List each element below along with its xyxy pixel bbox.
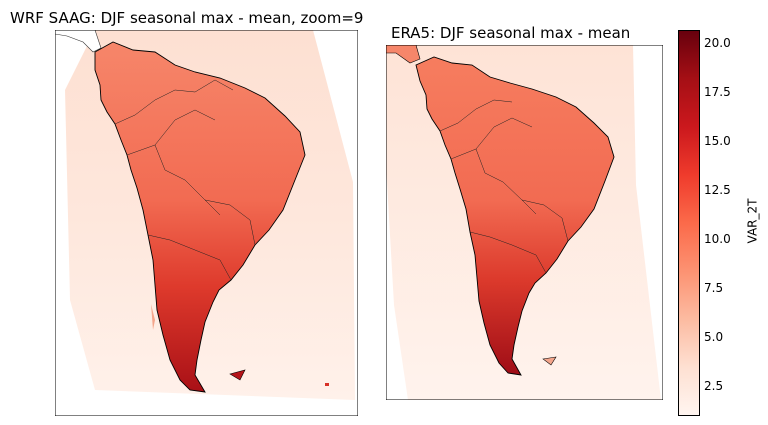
colorbar [678,30,700,416]
colorbar-tick-label: 20.0 [704,35,731,50]
colorbar-tick-label: 2.5 [704,378,724,393]
colorbar-tick-label: 12.5 [704,182,731,197]
colorbar-tick-label: 7.5 [704,280,724,295]
right-map-title: ERA5: DJF seasonal max - mean [391,24,631,42]
left-map [55,30,358,416]
left-map-title: WRF SAAG: DJF seasonal max - mean, zoom=… [10,9,364,27]
colorbar-tick-label: 10.0 [704,231,731,246]
colorbar-tick-label: 17.5 [704,84,731,99]
right-map [386,45,663,400]
south-america-landmass-right [415,56,615,376]
colorbar-label: VAR_2T [745,198,760,244]
colorbar-tick-label: 5.0 [704,329,724,344]
south-america-landmass-left [94,41,306,393]
colorbar-tick-label: 15.0 [704,133,731,148]
